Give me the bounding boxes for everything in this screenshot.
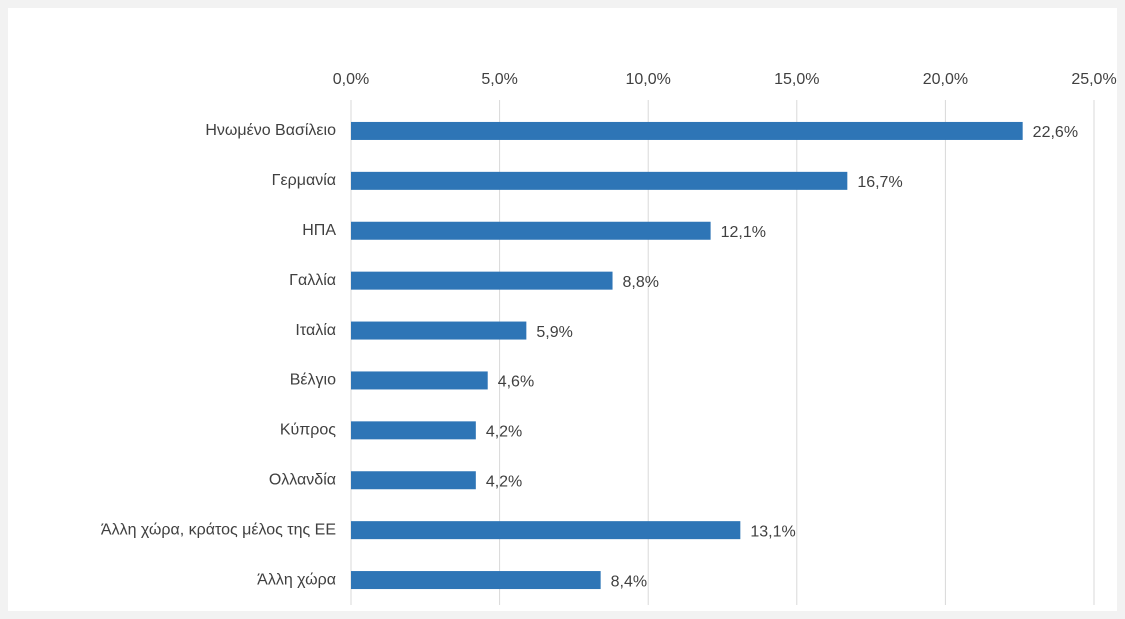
- x-tick-label: 0,0%: [333, 71, 369, 88]
- bar: [351, 521, 741, 540]
- y-tick-label: Ηνωμένο Βασίλειο: [205, 122, 336, 139]
- y-tick-label: Βέλγιο: [290, 372, 336, 389]
- y-tick-label: Κύπρος: [280, 422, 336, 439]
- y-tick-label: ΗΠΑ: [302, 222, 336, 239]
- bar: [351, 271, 613, 290]
- x-tick-label: 5,0%: [481, 71, 517, 88]
- y-tick-label: Γερμανία: [272, 172, 336, 189]
- bar: [351, 121, 1023, 140]
- y-tick-label: Άλλη χώρα: [257, 571, 336, 588]
- data-label: 5,9%: [536, 324, 572, 341]
- data-label: 12,1%: [721, 224, 766, 241]
- bar: [351, 571, 601, 590]
- data-label: 13,1%: [750, 523, 795, 540]
- bar: [351, 221, 711, 240]
- data-label: 8,8%: [623, 274, 659, 291]
- bar: [351, 171, 848, 190]
- bar: [351, 471, 476, 490]
- y-tick-label: Ολλανδία: [269, 471, 336, 488]
- y-tick-label: Άλλη χώρα, κράτος μέλος της ΕΕ: [101, 521, 336, 538]
- x-tick-label: 10,0%: [626, 71, 671, 88]
- x-tick-label: 20,0%: [923, 71, 968, 88]
- x-tick-label: 25,0%: [1071, 71, 1116, 88]
- data-label: 4,2%: [486, 424, 522, 441]
- bar: [351, 371, 488, 390]
- data-label: 4,6%: [498, 374, 534, 391]
- y-tick-label: Ιταλία: [295, 322, 336, 339]
- y-tick-label: Γαλλία: [289, 272, 336, 289]
- data-label: 22,6%: [1033, 124, 1078, 141]
- x-tick-label: 15,0%: [774, 71, 819, 88]
- bar: [351, 421, 476, 440]
- bar: [351, 321, 527, 340]
- data-label: 8,4%: [611, 573, 647, 590]
- data-label: 16,7%: [857, 174, 902, 191]
- plot-background: [8, 8, 1117, 611]
- data-label: 4,2%: [486, 473, 522, 490]
